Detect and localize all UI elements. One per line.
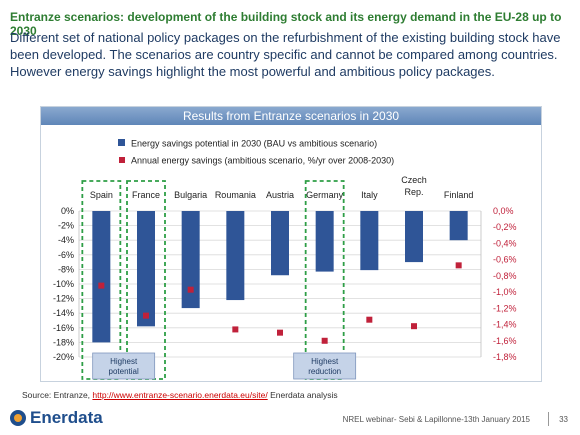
category-label: Austria bbox=[266, 190, 294, 200]
category-label: Bulgaria bbox=[174, 190, 207, 200]
callout-label-text: potential bbox=[109, 367, 139, 376]
callout-label-box bbox=[92, 352, 156, 380]
right-tick-label: -1,2% bbox=[493, 303, 517, 313]
marker-point bbox=[321, 337, 328, 344]
bar bbox=[181, 211, 200, 309]
callout-label-text: Highest bbox=[311, 357, 339, 366]
legend-swatch-marker bbox=[119, 157, 125, 163]
left-tick-label: -4% bbox=[58, 235, 74, 245]
marker-point bbox=[232, 326, 239, 333]
chart-panel: Results from Entranze scenarios in 2030 … bbox=[40, 106, 542, 382]
marker-point bbox=[98, 282, 105, 289]
callout-label-text: reduction bbox=[308, 367, 341, 376]
category-label: Spain bbox=[90, 190, 113, 200]
logo-mark-icon bbox=[10, 410, 26, 426]
slide-heading: Entranze scenarios: development of the b… bbox=[10, 10, 562, 38]
bar bbox=[449, 211, 468, 241]
bar bbox=[226, 211, 245, 301]
category-label: Rep. bbox=[404, 187, 423, 197]
footer-separator bbox=[548, 412, 549, 426]
logo-text: Enerdata bbox=[30, 408, 103, 427]
legend-label-marker: Annual energy savings (ambitious scenari… bbox=[131, 156, 394, 166]
marker-point bbox=[277, 329, 283, 336]
slide-intro-text: Different set of national policy package… bbox=[10, 30, 561, 79]
left-tick-label: -2% bbox=[58, 221, 74, 231]
enerdata-logo: Enerdata bbox=[10, 408, 103, 428]
bar bbox=[360, 211, 379, 271]
source-link[interactable]: http://www.entranze-scenario.enerdata.eu… bbox=[92, 390, 268, 400]
legend-label-bar: Energy savings potential in 2030 (BAU vs… bbox=[131, 139, 377, 149]
category-label: Italy bbox=[361, 190, 378, 200]
left-tick-label: -6% bbox=[58, 250, 74, 260]
source-line: Source: Entranze, http://www.entranze-sc… bbox=[22, 390, 338, 400]
source-prefix: Source: Entranze, bbox=[22, 390, 93, 400]
chart-panel-title: Results from Entranze scenarios in 2030 bbox=[41, 107, 541, 125]
right-tick-label: -1,8% bbox=[493, 352, 517, 362]
bar bbox=[271, 211, 289, 276]
marker-point bbox=[411, 323, 417, 330]
bar bbox=[315, 211, 334, 272]
category-label: Finland bbox=[444, 190, 474, 200]
category-label: France bbox=[132, 190, 160, 200]
category-label: Germany bbox=[306, 190, 344, 200]
category-label: Czech bbox=[401, 175, 427, 185]
source-suffix: Enerdata analysis bbox=[267, 390, 338, 400]
right-tick-label: -1,6% bbox=[493, 336, 517, 346]
left-tick-label: -12% bbox=[53, 294, 74, 304]
callout-label-box bbox=[293, 352, 357, 380]
right-tick-label: -0,8% bbox=[493, 271, 517, 281]
bar bbox=[92, 211, 111, 343]
callout-label-text: Highest bbox=[110, 357, 138, 366]
left-tick-label: -10% bbox=[53, 279, 74, 289]
right-tick-label: -0,6% bbox=[493, 255, 517, 265]
right-tick-label: -0,4% bbox=[493, 238, 517, 248]
right-tick-label: -0,2% bbox=[493, 222, 517, 232]
left-tick-label: -8% bbox=[58, 264, 74, 274]
left-tick-label: -16% bbox=[53, 323, 74, 333]
marker-point bbox=[366, 316, 373, 323]
chart-canvas: Energy savings potential in 2030 (BAU vs… bbox=[53, 139, 517, 380]
right-tick-label: -1,0% bbox=[493, 287, 517, 297]
marker-point bbox=[455, 262, 462, 269]
right-tick-label: -1,4% bbox=[493, 320, 517, 330]
bar bbox=[405, 211, 423, 263]
left-tick-label: 0% bbox=[61, 206, 74, 216]
bar bbox=[137, 211, 155, 327]
footer-text: NREL webinar- Sebi & Lapillonne-13th Jan… bbox=[342, 415, 530, 424]
left-tick-label: -18% bbox=[53, 337, 74, 347]
left-tick-label: -20% bbox=[53, 352, 74, 362]
category-label: Roumania bbox=[215, 190, 256, 200]
page-number: 33 bbox=[559, 415, 568, 424]
legend-swatch-bar bbox=[118, 139, 125, 146]
right-tick-label: 0,0% bbox=[493, 206, 514, 216]
marker-point bbox=[143, 312, 149, 319]
marker-point bbox=[187, 286, 194, 293]
left-tick-label: -14% bbox=[53, 308, 74, 318]
